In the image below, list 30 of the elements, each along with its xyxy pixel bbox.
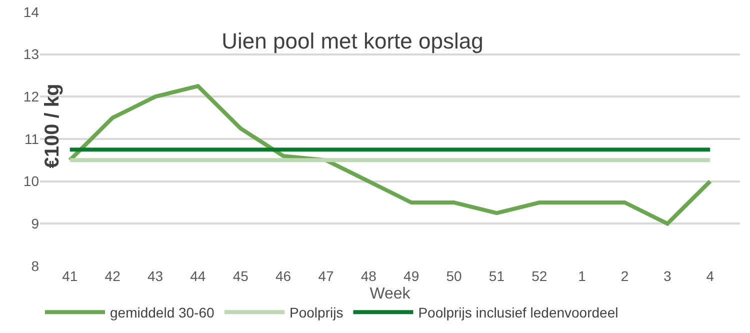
x-tick-label: 3: [664, 268, 672, 284]
x-tick-label: 49: [404, 268, 420, 284]
x-tick-label: 1: [578, 268, 586, 284]
x-tick-label: 4: [706, 268, 714, 284]
line-series: [68, 84, 712, 226]
x-tick-label: 52: [532, 268, 548, 284]
x-tick-label: 2: [620, 268, 629, 284]
x-tick-label: 51: [488, 268, 505, 284]
x-tick-label: 42: [104, 268, 121, 284]
y-tick-label: 14: [23, 4, 40, 20]
y-tick-label: 13: [23, 46, 40, 62]
text: Uien pool met korte opslag: [222, 28, 484, 54]
y-tick-label: 12: [23, 88, 40, 105]
x-tick-label: 47: [318, 268, 334, 284]
legend-label: Poolprijs: [290, 304, 344, 321]
y-axis-title: €100 / kg: [42, 84, 64, 168]
x-tick-label: 41: [62, 268, 78, 284]
legend-label: gemiddeld 30-60: [110, 304, 215, 321]
x-axis-title: Week: [370, 286, 412, 303]
x-tick-label: 46: [276, 268, 292, 284]
legend-label: Poolprijs inclusief ledenvoordeel: [418, 304, 618, 321]
x-tick-label: 43: [147, 268, 164, 284]
y-tick-label: 9: [31, 216, 40, 232]
y-tick-label: 8: [31, 258, 40, 274]
y-tick-label: 10: [23, 173, 40, 190]
x-tick-label: 45: [232, 268, 249, 284]
x-tick-label: 48: [360, 268, 377, 284]
y-tick-label: 11: [24, 130, 40, 147]
x-tick-label: 44: [190, 268, 206, 284]
x-tick-label: 50: [446, 268, 462, 284]
